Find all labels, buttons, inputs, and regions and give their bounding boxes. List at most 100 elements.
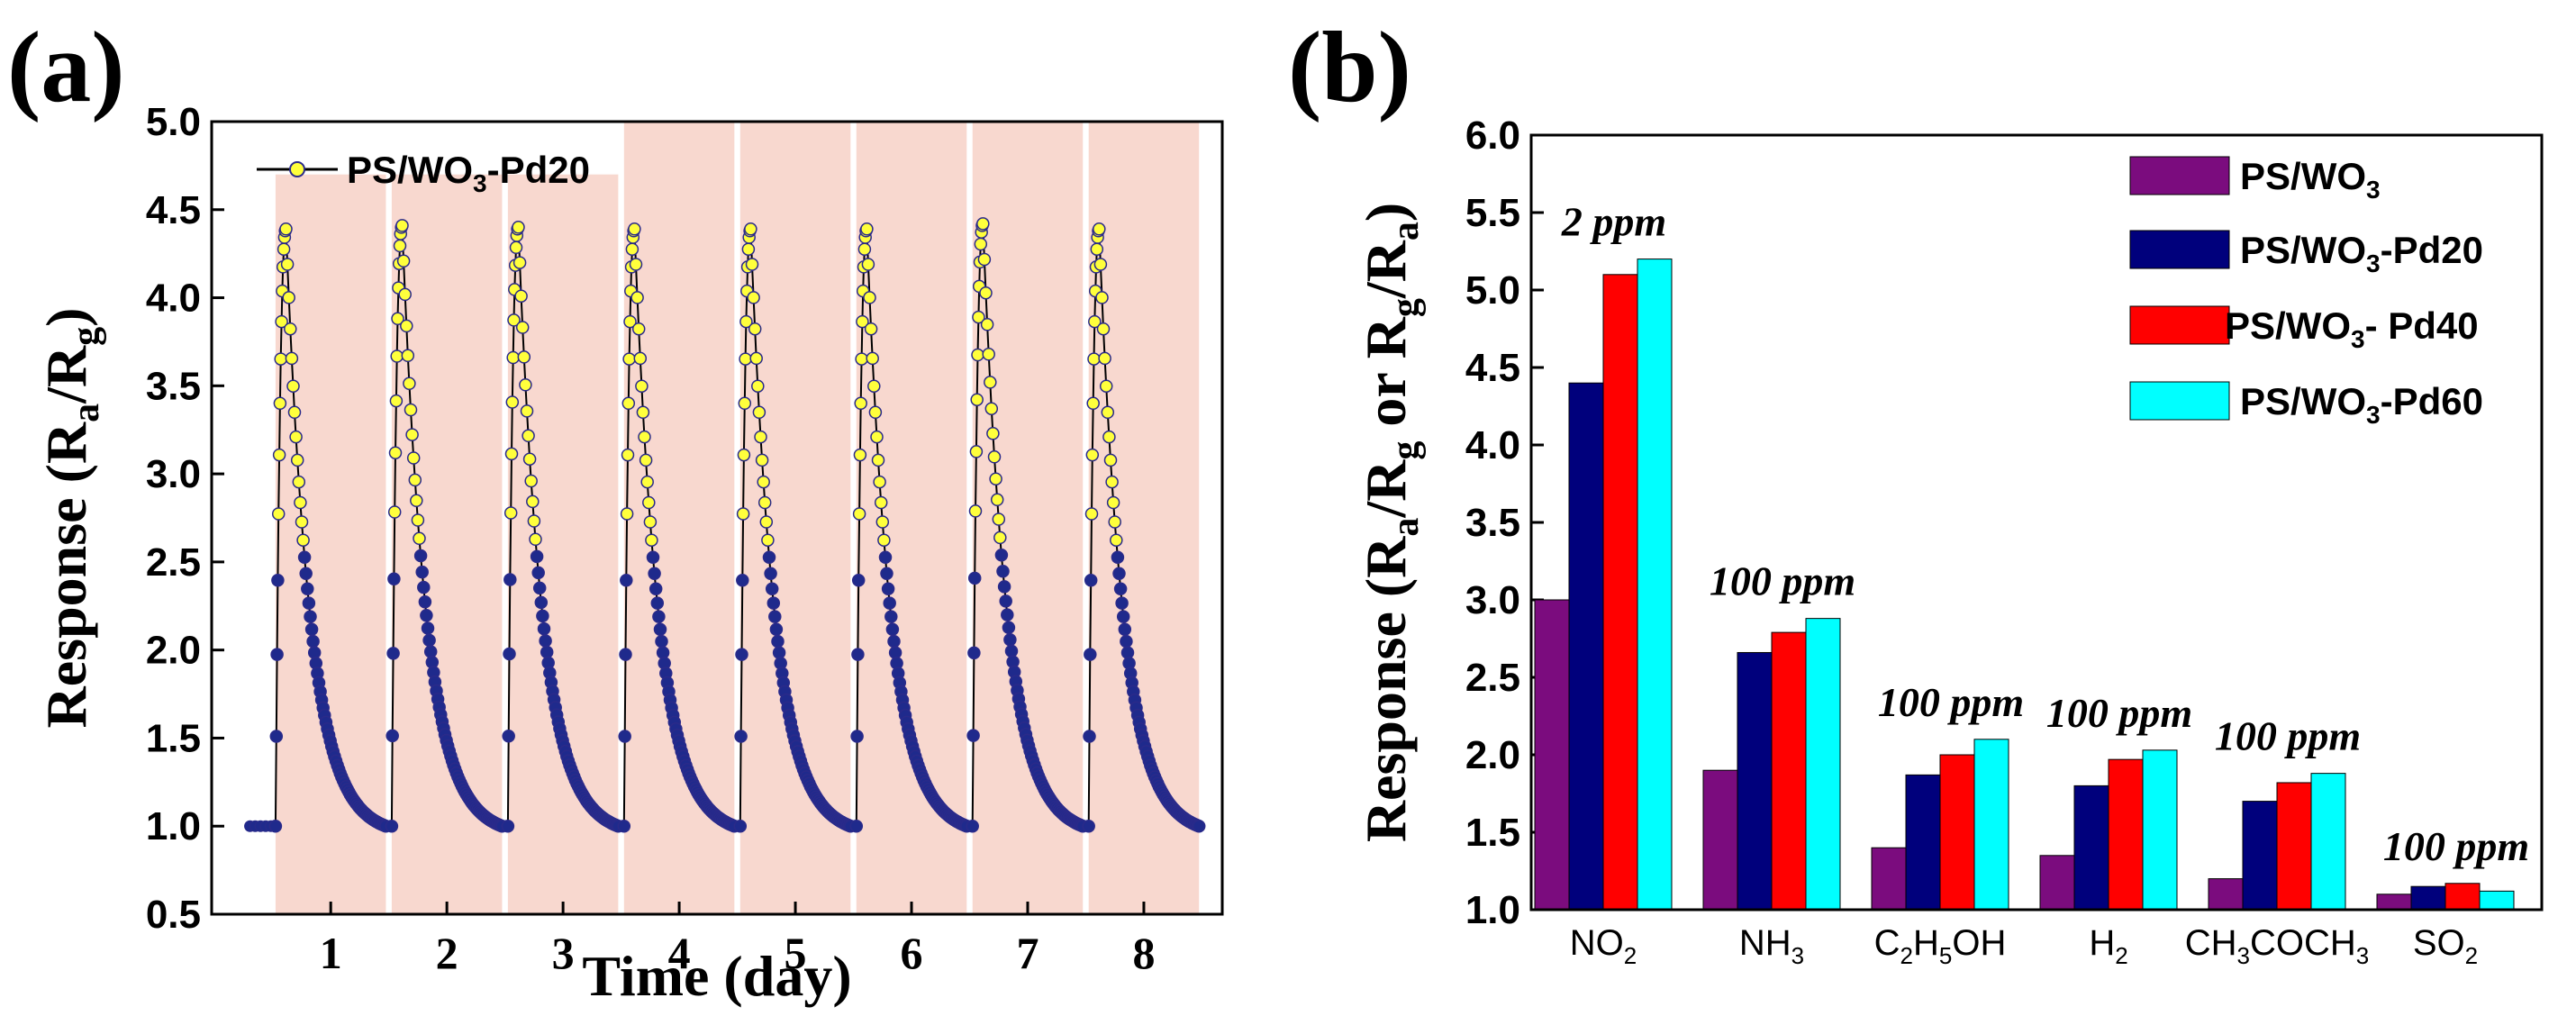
data-point bbox=[505, 395, 520, 409]
data-point bbox=[388, 446, 403, 459]
bar-3-3 bbox=[2142, 749, 2178, 911]
data-point bbox=[522, 429, 535, 443]
data-point bbox=[884, 610, 898, 623]
legend-b-swatch-0 bbox=[2129, 156, 2230, 195]
x-axis-day-labels: 1 2 3 4 5 6 7 8 bbox=[320, 902, 1155, 978]
data-point bbox=[979, 286, 993, 300]
data-point bbox=[274, 352, 287, 366]
y-tick-label-a: 4.0 bbox=[146, 277, 201, 321]
data-point bbox=[737, 448, 751, 462]
data-point bbox=[972, 310, 985, 324]
x-axis-categories-b: NO2 NH3 C2H5OH H2 CH3COCH3 SO2 bbox=[1570, 923, 2478, 969]
data-point bbox=[850, 730, 864, 743]
bar-2-4 bbox=[2276, 782, 2312, 911]
data-point bbox=[646, 550, 660, 565]
data-point bbox=[1090, 242, 1104, 256]
chart-b: 1.0 1.5 2.0 2.5 3.0 3.5 4.0 4.5 5.0 5.5 6.0 NO2 NH3… bbox=[1354, 113, 2544, 969]
data-point bbox=[967, 646, 981, 660]
bar-3-4 bbox=[2310, 773, 2346, 911]
data-point bbox=[733, 819, 748, 833]
data-point bbox=[863, 291, 876, 304]
y-tick-label-b: 4.0 bbox=[1465, 423, 1520, 467]
data-point bbox=[984, 376, 997, 389]
data-point bbox=[268, 819, 283, 833]
legend-b: PS/WO3 PS/WO3-Pd20 PS/WO3- Pd40 PS/WO3-P… bbox=[2129, 155, 2483, 429]
data-point bbox=[635, 379, 649, 393]
legend-b-label-0: PS/WO3 bbox=[2240, 155, 2381, 204]
data-point bbox=[285, 351, 299, 366]
data-point bbox=[422, 633, 436, 648]
data-point bbox=[640, 475, 654, 489]
data-point bbox=[757, 495, 772, 510]
data-point bbox=[517, 350, 531, 364]
bar-1-5 bbox=[2410, 885, 2446, 911]
bar-3-2 bbox=[1973, 739, 2009, 911]
data-point bbox=[1082, 819, 1095, 833]
y-axis-title-b: Response (Ra/Rg or Rg/Ra) bbox=[1354, 203, 1427, 842]
data-point bbox=[1113, 582, 1128, 595]
data-point bbox=[1098, 351, 1111, 366]
plot-frame-a bbox=[210, 120, 1224, 916]
data-point bbox=[1084, 507, 1099, 521]
data-point bbox=[851, 648, 865, 661]
day-shade-4 bbox=[623, 122, 735, 914]
data-point bbox=[966, 819, 979, 833]
data-point bbox=[1083, 730, 1096, 743]
data-point bbox=[386, 647, 400, 660]
data-point bbox=[738, 396, 752, 411]
concentration-annotation: 100 ppm bbox=[1878, 679, 2024, 725]
data-point bbox=[393, 239, 407, 253]
data-point bbox=[520, 404, 534, 418]
category-label: C2H5OH bbox=[1874, 923, 2007, 969]
data-point bbox=[652, 610, 666, 623]
data-point bbox=[744, 222, 757, 236]
data-point bbox=[642, 495, 656, 510]
data-point bbox=[992, 512, 1006, 526]
data-point bbox=[974, 237, 988, 251]
data-point bbox=[1004, 644, 1019, 658]
data-point bbox=[754, 430, 767, 444]
data-point bbox=[855, 352, 868, 366]
y-tick-label-b: 3.0 bbox=[1465, 578, 1520, 622]
data-point bbox=[636, 405, 650, 420]
data-point bbox=[1118, 622, 1132, 637]
data-point bbox=[1105, 475, 1119, 489]
data-point bbox=[536, 609, 549, 623]
data-point bbox=[1095, 291, 1109, 304]
y-tick-label-b: 3.5 bbox=[1465, 501, 1520, 545]
bar-1-1 bbox=[1737, 651, 1773, 911]
data-point bbox=[279, 222, 293, 236]
bar-0-4 bbox=[2208, 878, 2244, 911]
data-point bbox=[868, 405, 883, 420]
data-point bbox=[967, 571, 982, 585]
day-shade-7 bbox=[972, 122, 1084, 914]
data-point bbox=[385, 729, 399, 743]
data-point bbox=[295, 515, 309, 529]
data-point bbox=[534, 595, 549, 610]
data-point bbox=[539, 634, 552, 648]
data-point bbox=[1084, 648, 1097, 661]
data-point bbox=[421, 621, 435, 635]
data-point bbox=[1096, 322, 1111, 336]
data-point bbox=[877, 533, 891, 547]
legend-b-label-1: PS/WO3-Pd20 bbox=[2240, 229, 2483, 277]
data-point bbox=[304, 622, 319, 637]
data-point bbox=[537, 621, 551, 636]
day-shade-3 bbox=[507, 174, 619, 914]
data-point bbox=[387, 572, 401, 585]
data-point bbox=[970, 393, 984, 406]
data-point bbox=[878, 550, 893, 565]
data-point bbox=[759, 515, 774, 529]
y-tick-label-b: 4.5 bbox=[1465, 346, 1520, 390]
data-point bbox=[411, 513, 425, 527]
legend-a-label: PS/WO3-Pd20 bbox=[347, 149, 590, 197]
data-point bbox=[990, 493, 1004, 507]
data-point bbox=[631, 322, 646, 336]
data-point bbox=[272, 448, 286, 462]
x-tick-label-a: 8 bbox=[1132, 928, 1155, 978]
bar-2-1 bbox=[1771, 631, 1807, 911]
legend-b-swatch-2 bbox=[2129, 305, 2230, 345]
data-point bbox=[389, 394, 404, 408]
data-point bbox=[999, 594, 1012, 608]
data-point bbox=[1102, 430, 1116, 444]
